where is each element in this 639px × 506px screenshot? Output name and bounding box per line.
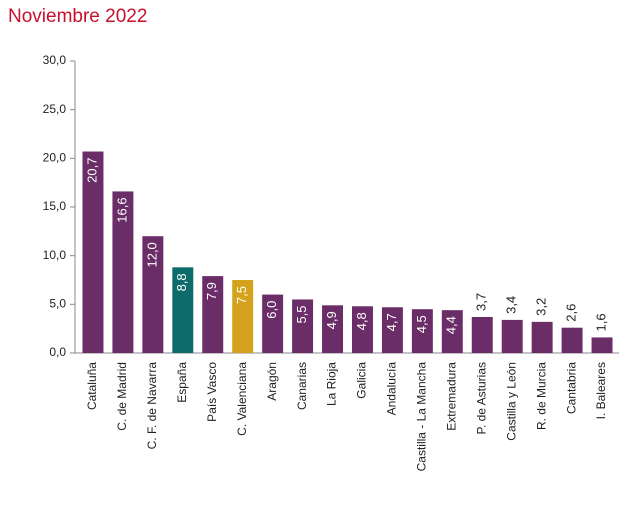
x-tick-label: P. de Asturias (474, 362, 488, 435)
value-label: 4,5 (414, 315, 429, 333)
bar (501, 319, 523, 353)
x-tick-label: Extremadura (444, 362, 458, 431)
x-tick-label: Castilla - La Mancha (415, 362, 429, 472)
value-label: 3,7 (474, 293, 489, 311)
x-tick-label: I. Baleares (594, 362, 608, 419)
bar (591, 337, 613, 353)
bar (142, 236, 164, 353)
value-label: 4,7 (384, 313, 399, 331)
value-label: 4,4 (444, 316, 459, 334)
value-label: 3,4 (504, 296, 519, 314)
x-tick-label: C. F. de Navarra (145, 362, 159, 450)
value-label: 20,7 (84, 158, 99, 183)
bar (322, 305, 344, 353)
bar (351, 306, 373, 353)
x-tick-label: La Rioja (325, 362, 339, 406)
x-tick-label: Aragón (265, 362, 279, 401)
x-tick-label: Cataluña (85, 362, 99, 410)
x-tick-label: C. Valenciana (235, 362, 249, 436)
y-tick-label: 5,0 (49, 297, 66, 311)
bar (172, 267, 194, 353)
y-tick-label: 30,0 (43, 53, 67, 67)
y-tick-label: 0,0 (49, 345, 66, 359)
value-label: 7,5 (234, 286, 249, 304)
x-tick-label: Galicia (355, 362, 369, 399)
x-tick-label: Castilla y León (504, 362, 518, 441)
value-label: 4,9 (324, 311, 339, 329)
x-tick-label: Canarias (295, 362, 309, 410)
x-tick-label: Cantabria (564, 362, 578, 414)
bar (411, 309, 433, 353)
value-label: 12,0 (144, 242, 159, 267)
y-tick-label: 25,0 (43, 102, 67, 116)
y-tick-label: 20,0 (43, 151, 67, 165)
bar (381, 307, 403, 353)
y-tick-label: 15,0 (43, 199, 67, 213)
bar (112, 191, 134, 353)
x-tick-label: C. de Madrid (115, 362, 129, 431)
value-label: 8,8 (174, 273, 189, 291)
bar (531, 321, 553, 353)
x-tick-label: España (175, 362, 189, 403)
value-label: 6,0 (264, 301, 279, 319)
chart-title: Noviembre 2022 (8, 6, 147, 27)
bar (561, 327, 583, 353)
value-label: 1,6 (593, 313, 608, 331)
value-label: 16,6 (114, 197, 129, 222)
y-tick-label: 10,0 (43, 248, 67, 262)
bar (82, 151, 104, 353)
x-tick-label: Andalucía (385, 362, 399, 416)
value-label: 5,5 (294, 305, 309, 323)
value-label: 4,8 (354, 312, 369, 330)
value-label: 3,2 (534, 298, 549, 316)
value-label: 7,9 (204, 282, 219, 300)
bar (441, 310, 463, 353)
bar (471, 316, 493, 353)
value-label: 2,6 (564, 304, 579, 322)
x-tick-label: País Vasco (205, 362, 219, 422)
bar (292, 299, 314, 353)
x-tick-label: R. de Murcia (534, 362, 548, 430)
bar (202, 276, 224, 353)
bar (232, 280, 254, 353)
bar (262, 294, 284, 353)
